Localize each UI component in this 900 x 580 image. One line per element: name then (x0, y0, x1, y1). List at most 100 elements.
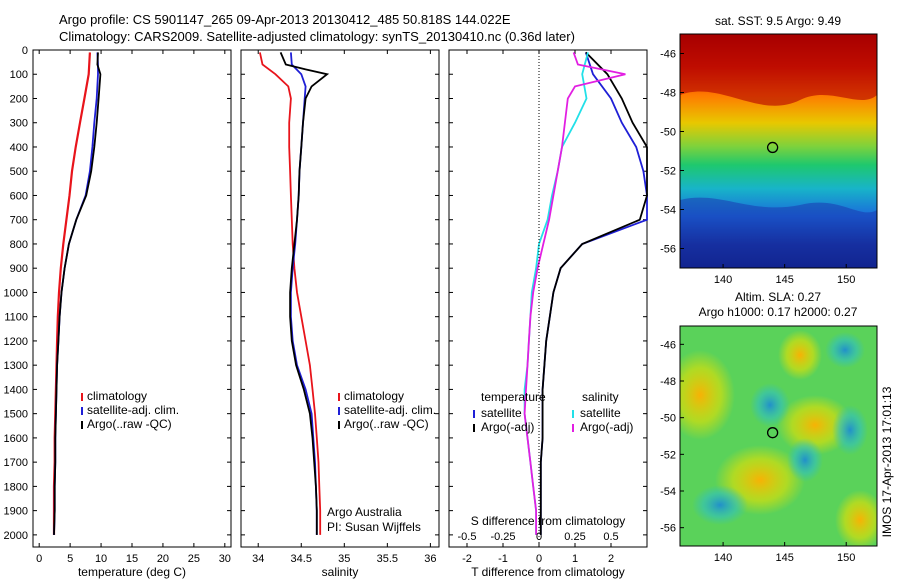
depth-tick-label: 2000 (4, 530, 28, 542)
x-tick-label: 36 (424, 553, 436, 565)
depth-tick-label: 700 (10, 215, 28, 227)
legend-label: Argo(-adj) (481, 420, 534, 434)
sla-blob (692, 485, 748, 525)
depth-tick-label: 600 (10, 190, 28, 202)
legend-label: satellite (580, 406, 621, 420)
x2-tick-label: 0 (536, 531, 542, 543)
legend-label: satellite (481, 406, 522, 420)
legend-title: salinity (582, 390, 619, 404)
map-y-tick-label: -50 (660, 413, 676, 425)
depth-tick-label: 1700 (4, 457, 28, 469)
map-x-tick-label: 150 (837, 274, 855, 286)
temperature-panel: 0 5 10 15 20 25 30 temperature (deg C) climatolo… (32, 49, 232, 579)
x-tick-label: 20 (157, 553, 169, 565)
map-y-tick-label: -46 (660, 339, 676, 351)
map-y-tick-label: -52 (660, 166, 676, 178)
sla-title-line-2: Argo h1000: 0.17 h2000: 0.27 (699, 305, 858, 319)
legend-label: satellite-adj. clim. (87, 403, 179, 417)
sla-map-frame (679, 325, 878, 547)
legend-label: Argo(-adj) (580, 420, 633, 434)
series-line (259, 52, 322, 535)
series-line (279, 52, 330, 535)
sla-blob (750, 383, 790, 427)
depth-tick-label: 1300 (4, 360, 28, 372)
x-tick-label: 30 (219, 553, 231, 565)
sst-warm-front (680, 34, 877, 106)
x2-tick-label: -0.25 (490, 531, 515, 543)
sla-title-line-1: Altim. SLA: 0.27 (735, 290, 821, 304)
difference-panel: -2 -1 0 1 2T difference from climatology -0.5… (448, 49, 648, 579)
sla-blob (825, 332, 865, 368)
map-y-tick-label: -56 (660, 244, 676, 256)
depth-tick-label: 1500 (4, 409, 28, 421)
map-y-tick-label: -48 (660, 376, 676, 388)
sla-blob (778, 330, 822, 380)
depth-tick-label: 1100 (4, 312, 28, 324)
x-tick-label: 25 (188, 553, 200, 565)
salinity-panel: 34 34.5 35 35.5 36 salinity climatologysatelli… (240, 49, 440, 579)
depth-tick-label: 300 (10, 118, 28, 130)
map-y-tick-label: -48 (660, 88, 676, 100)
series-line (539, 51, 648, 535)
plot-frame (32, 49, 232, 548)
depth-tick-label: 200 (10, 93, 28, 105)
x-axis-label: temperature (deg C) (78, 565, 186, 579)
legend-label: climatology (87, 389, 147, 403)
map-x-tick-label: 145 (775, 274, 793, 286)
sla-blob (835, 490, 877, 546)
sla-argo-marker (766, 427, 779, 439)
map-y-tick-label: -56 (660, 523, 676, 535)
depth-tick-label: 1400 (4, 384, 28, 396)
depth-tick-label: 500 (10, 166, 28, 178)
plot-frame (240, 49, 440, 548)
series-line (289, 52, 318, 535)
x-tick-label: 34.5 (291, 553, 312, 565)
annotation-line: PI: Susan Wijffels (327, 520, 421, 534)
x-tick-label: 34 (252, 553, 264, 565)
series-line (53, 52, 102, 535)
x-tick-label: 5 (67, 553, 73, 565)
sst-cold-front (680, 197, 877, 268)
plot-frame (448, 49, 648, 548)
x-tick-label: 2 (608, 553, 614, 565)
x-tick-label: 0 (36, 553, 42, 565)
map-y-tick-label: -46 (660, 49, 676, 61)
map-x-tick-label: 150 (837, 552, 855, 564)
sst-map-frame (679, 33, 878, 269)
x-tick-label: 10 (95, 553, 107, 565)
x2-axis-label: S difference from climatology (471, 514, 626, 528)
x-tick-label: -1 (498, 553, 508, 565)
sla-blob (832, 405, 868, 455)
depth-tick-label: 1200 (4, 336, 28, 348)
x-tick-label: 35.5 (377, 553, 398, 565)
map-x-tick-label: 145 (775, 552, 793, 564)
sla-heatmap (680, 326, 877, 546)
legend-label: climatology (344, 389, 404, 403)
header-line-1: Argo profile: CS 5901147_265 09-Apr-2013… (59, 12, 511, 27)
depth-tick-label: 0 (22, 45, 28, 57)
depth-tick-label: 800 (10, 239, 28, 251)
depth-tick-label: 1900 (4, 506, 28, 518)
depth-tick-label: 900 (10, 263, 28, 275)
x2-tick-label: 0.5 (603, 531, 618, 543)
depth-tick-label: 1000 (4, 287, 28, 299)
x-tick-label: 0 (536, 553, 542, 565)
annotation-line: Argo Australia (327, 505, 402, 519)
depth-axis: 0 100 200 300 400 500 600 700 800 900 1000 1100 1200… (4, 45, 28, 542)
legend-label: Argo(..raw -QC) (87, 417, 172, 431)
sla-map-ticks: 140 145 150 -46 -48 -50 -52 -54 -56 (660, 339, 855, 564)
x-tick-label: -2 (462, 553, 472, 565)
map-y-tick-label: -54 (660, 205, 676, 217)
series-line (523, 52, 589, 535)
x-axis-label: T difference from climatology (471, 565, 625, 579)
x2-tick-label: -0.5 (458, 531, 477, 543)
series-line (539, 52, 648, 535)
sla-blob (787, 438, 823, 482)
x-tick-label: 35 (338, 553, 350, 565)
map-y-tick-label: -54 (660, 486, 676, 498)
map-y-tick-label: -50 (660, 127, 676, 139)
sla-blob (680, 350, 735, 440)
depth-tick-label: 100 (10, 69, 28, 81)
sst-argo-marker (766, 141, 779, 154)
